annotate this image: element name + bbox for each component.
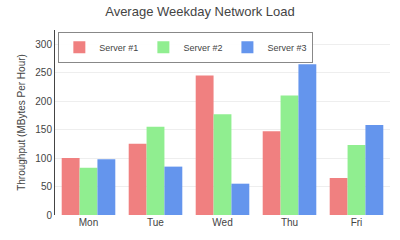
- svg-text:Fri: Fri: [351, 217, 363, 228]
- svg-text:Mon: Mon: [79, 217, 98, 228]
- svg-text:300: 300: [35, 39, 52, 50]
- svg-text:150: 150: [35, 124, 52, 135]
- svg-text:250: 250: [35, 67, 52, 78]
- svg-text:100: 100: [35, 153, 52, 164]
- svg-text:Server #2: Server #2: [183, 43, 222, 53]
- svg-text:Server #3: Server #3: [267, 43, 306, 53]
- svg-text:Tue: Tue: [147, 217, 164, 228]
- svg-text:200: 200: [35, 96, 52, 107]
- svg-text:Thu: Thu: [281, 217, 298, 228]
- svg-text:Average Weekday Network Load: Average Weekday Network Load: [105, 4, 295, 19]
- svg-text:Throughput (MBytes Per Hour): Throughput (MBytes Per Hour): [16, 54, 27, 191]
- svg-text:50: 50: [41, 181, 53, 192]
- svg-text:Server #1: Server #1: [99, 43, 138, 53]
- svg-text:0: 0: [46, 210, 52, 221]
- svg-text:Wed: Wed: [212, 217, 232, 228]
